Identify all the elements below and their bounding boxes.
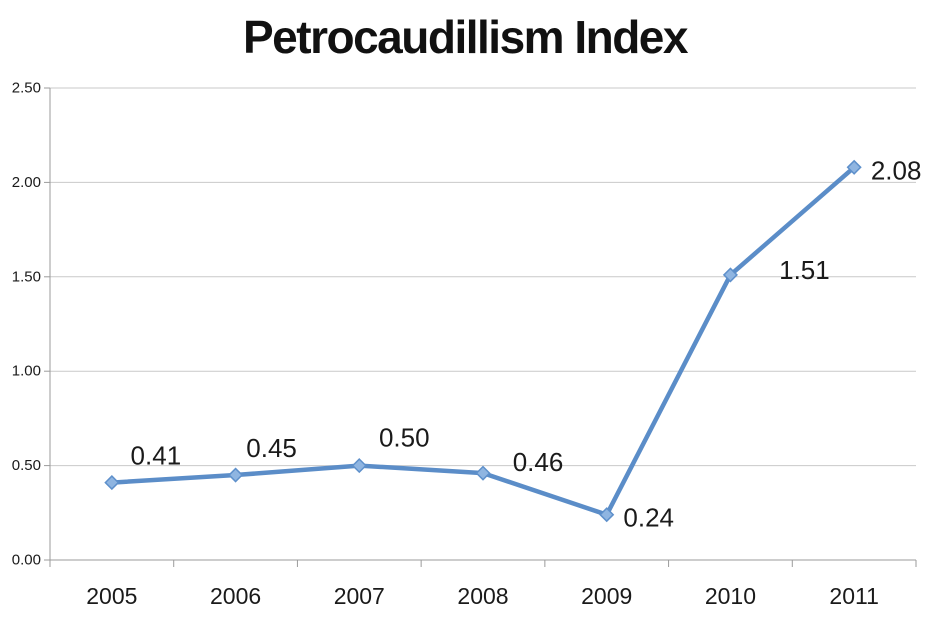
- x-axis-label: 2009: [581, 583, 632, 609]
- data-point-marker: [846, 159, 862, 175]
- data-label: 1.51: [779, 255, 830, 285]
- data-point-marker: [228, 467, 244, 483]
- data-label: 0.50: [379, 423, 430, 453]
- x-axis-label: 2006: [210, 583, 261, 609]
- y-axis-label: 1.50: [12, 268, 41, 285]
- x-axis-label: 2008: [457, 583, 508, 609]
- x-axis-label: 2007: [334, 583, 385, 609]
- data-label: 0.45: [246, 433, 297, 463]
- data-label: 0.41: [131, 441, 182, 471]
- data-point-marker: [599, 507, 615, 523]
- y-axis-label: 2.00: [12, 174, 41, 191]
- x-axis-label: 2010: [705, 583, 756, 609]
- y-axis-label: 0.00: [12, 552, 41, 569]
- data-label: 0.46: [513, 447, 564, 477]
- data-label: 2.08: [871, 155, 922, 185]
- y-axis-label: 0.50: [12, 457, 41, 474]
- data-point-marker: [104, 475, 120, 491]
- data-label: 0.24: [623, 503, 674, 533]
- series-line: [109, 165, 857, 517]
- data-point-marker: [722, 267, 738, 283]
- data-point-marker: [475, 465, 491, 481]
- y-axis-label: 2.50: [12, 80, 41, 97]
- x-axis-label: 2005: [86, 583, 137, 609]
- x-axis-label: 2011: [829, 583, 878, 609]
- y-axis-label: 1.00: [12, 363, 41, 380]
- chart-title: Petrocaudillism Index: [243, 11, 688, 63]
- data-point-marker: [351, 458, 367, 474]
